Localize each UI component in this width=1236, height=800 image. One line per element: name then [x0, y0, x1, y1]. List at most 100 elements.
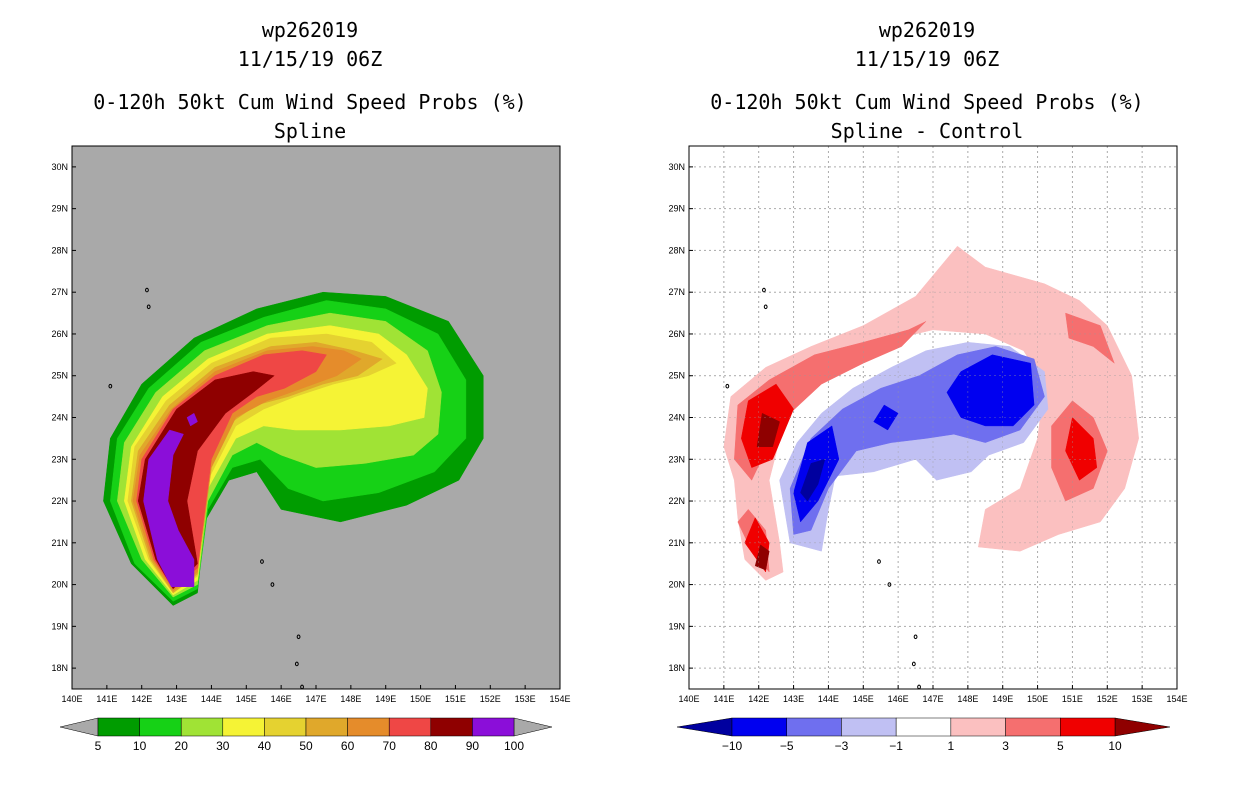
x-tick-label: 140E [61, 694, 82, 704]
island-outline [108, 383, 113, 389]
y-tick-label: 27N [668, 287, 685, 297]
contour-level-90 [143, 429, 195, 587]
right-storm-id: wp262019 [878, 18, 976, 42]
contour-level-neg5 [946, 354, 1035, 427]
island-outline [913, 634, 918, 640]
colorbar-label: 1 [948, 739, 955, 753]
island-outline [725, 383, 730, 389]
y-tick-label: 22N [668, 496, 685, 506]
contour-level-neg10 [800, 459, 826, 502]
x-tick-label: 154E [1166, 694, 1187, 704]
colorbar-swatch [841, 717, 897, 737]
colorbar-label: 5 [1057, 739, 1064, 753]
y-tick-label: 27N [51, 287, 68, 297]
colorbar-label: 30 [216, 739, 230, 753]
colorbar-swatch [786, 717, 842, 737]
y-tick-label: 22N [51, 496, 68, 506]
x-tick-label: 153E [515, 694, 536, 704]
x-tick-label: 147E [305, 694, 326, 704]
y-tick-label: 30N [51, 162, 68, 172]
colorbar-label: −10 [722, 739, 743, 753]
x-tick-label: 150E [410, 694, 431, 704]
colorbar-label: 40 [258, 739, 272, 753]
plot-area [689, 146, 1177, 689]
x-tick-label: 147E [922, 694, 943, 704]
y-tick-label: 19N [51, 621, 68, 631]
x-tick-label: 153E [1132, 694, 1153, 704]
right-chart-title: 0-120h 50kt Cum Wind Speed Probs (%) [710, 90, 1144, 114]
island-outline [270, 582, 275, 587]
y-tick-label: 23N [51, 454, 68, 464]
island-outline [762, 287, 766, 293]
y-tick-label: 24N [668, 413, 685, 423]
x-tick-label: 151E [1062, 694, 1083, 704]
x-tick-label: 152E [480, 694, 501, 704]
colorbar-swatch [305, 717, 348, 737]
x-tick-label: 145E [853, 694, 874, 704]
x-tick-label: 142E [131, 694, 152, 704]
colorbar-swatch [1060, 717, 1116, 737]
colorbar-label: −1 [889, 739, 903, 753]
x-tick-label: 149E [375, 694, 396, 704]
island-outline [146, 304, 151, 310]
island-outline [763, 304, 768, 310]
left-datetime: 11/15/19 06Z [237, 47, 383, 71]
y-tick-label: 26N [51, 329, 68, 339]
island-outline [260, 559, 264, 564]
colorbar-swatch [139, 717, 182, 737]
x-tick-label: 144E [818, 694, 839, 704]
colorbar: −10 −5 −3 −1 1 3 5 10 [676, 717, 1171, 753]
contour-level-10 [756, 413, 780, 447]
y-tick-label: 20N [668, 580, 685, 590]
x-tick-label: 146E [888, 694, 909, 704]
contour-level-3 [1065, 312, 1115, 364]
colorbar-label: 90 [466, 739, 480, 753]
y-tick-label: 30N [668, 162, 685, 172]
y-tick-label: 18N [668, 663, 685, 673]
y-tick-label: 29N [668, 204, 685, 214]
y-tick-label: 21N [668, 538, 685, 548]
x-tick-label: 143E [166, 694, 187, 704]
island-outline [294, 661, 299, 667]
colorbar-label: 50 [299, 739, 313, 753]
contour-level-90 [186, 413, 198, 427]
colorbar-swatch [347, 717, 390, 737]
right-datetime: 11/15/19 06Z [854, 47, 1000, 71]
x-tick-label: 143E [783, 694, 804, 704]
y-tick-label: 25N [51, 371, 68, 381]
x-tick-label: 144E [201, 694, 222, 704]
colorbar-label: 60 [341, 739, 355, 753]
colorbar-swatch [472, 717, 515, 737]
island-outline [296, 634, 301, 640]
x-tick-label: 150E [1027, 694, 1048, 704]
colorbar-swatch [222, 717, 265, 737]
x-tick-label: 141E [713, 694, 734, 704]
colorbar-label: 5 [95, 739, 102, 753]
colorbar-label: 10 [133, 739, 147, 753]
colorbar-swatch [430, 717, 473, 737]
y-tick-label: 29N [51, 204, 68, 214]
x-tick-label: 154E [549, 694, 570, 704]
colorbar-swatch [388, 717, 432, 737]
x-tick-label: 140E [678, 694, 699, 704]
y-tick-label: 23N [668, 454, 685, 464]
colorbar-low-triangle [676, 717, 733, 737]
island-outline [877, 559, 881, 564]
y-tick-label: 25N [668, 371, 685, 381]
x-tick-label: 146E [271, 694, 292, 704]
y-tick-label: 26N [668, 329, 685, 339]
colorbar-label: 100 [504, 739, 524, 753]
colorbar: 5 10 20 30 40 50 60 70 80 90 100 [59, 717, 553, 753]
colorbar-swatch [895, 717, 952, 737]
x-tick-label: 142E [748, 694, 769, 704]
left-chart-title: 0-120h 50kt Cum Wind Speed Probs (%) [93, 90, 527, 114]
island-outline [911, 661, 916, 667]
y-tick-label: 21N [51, 538, 68, 548]
panel-spline-minus-control: 140E 141E 142E 143E 144E 145E 146E 147E 148E 149E… [668, 145, 1188, 753]
colorbar-label: 80 [424, 739, 438, 753]
y-tick-label: 28N [51, 245, 68, 255]
left-storm-id: wp262019 [261, 18, 359, 42]
x-tick-label: 148E [340, 694, 361, 704]
x-tick-label: 152E [1097, 694, 1118, 704]
